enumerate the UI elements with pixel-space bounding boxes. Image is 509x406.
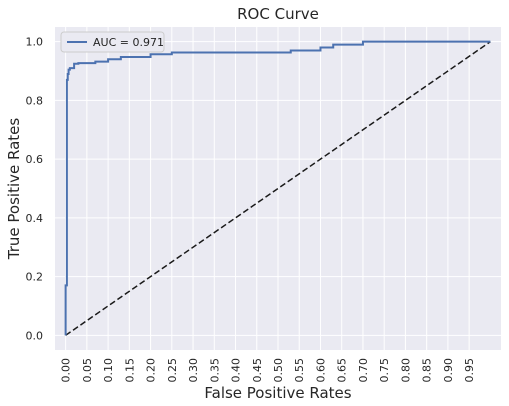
series-layer (64, 40, 491, 336)
x-tick-label: 0.10 (102, 358, 115, 383)
y-tick-labels: 0.0 0.2 0.4 0.6 0.8 1.0 (26, 36, 44, 343)
x-tick-label: 0.60 (314, 358, 327, 383)
y-tick-label: 0.4 (26, 212, 44, 225)
legend-label: AUC = 0.971 (93, 36, 164, 49)
x-tick-label: 0.45 (251, 358, 264, 383)
chance-diagonal-line (65, 41, 491, 336)
x-tick-label: 0.25 (166, 358, 179, 383)
x-tick-label: 0.00 (60, 358, 73, 383)
x-tick-label: 0.90 (442, 358, 455, 383)
legend-box (60, 31, 165, 53)
x-tick-label: 0.65 (336, 358, 349, 383)
x-tick-label: 0.75 (378, 358, 391, 383)
x-axis-title: False Positive Rates (204, 384, 351, 402)
y-tick-label: 0.2 (26, 271, 44, 284)
x-tick-label: 0.40 (230, 358, 243, 383)
legend: AUC = 0.971 (60, 31, 165, 53)
chart-title: ROC Curve (237, 5, 319, 23)
y-tick-label: 0.0 (26, 329, 44, 342)
x-tick-label: 0.35 (208, 358, 221, 383)
y-tick-label: 0.8 (26, 94, 44, 107)
x-tick-label: 0.30 (187, 358, 200, 383)
x-tick-label: 0.95 (463, 358, 476, 383)
x-tick-label: 0.15 (123, 358, 136, 383)
x-tick-label: 0.20 (145, 358, 158, 383)
roc-curve-line (64, 40, 491, 336)
x-tick-label: 0.80 (399, 358, 412, 383)
x-tick-label: 0.55 (293, 358, 306, 383)
x-tick-labels: 0.00 0.05 0.10 0.15 0.20 0.25 0.30 0.35 0.40 0.45… (60, 358, 477, 383)
x-tick-label: 0.50 (272, 358, 285, 383)
x-tick-label: 0.05 (81, 358, 94, 383)
x-tick-label: 0.70 (357, 358, 370, 383)
y-axis-title: True Positive Rates (5, 118, 23, 261)
y-tick-label: 0.6 (26, 153, 44, 166)
x-tick-label: 0.85 (421, 358, 434, 383)
y-tick-label: 1.0 (26, 36, 44, 49)
